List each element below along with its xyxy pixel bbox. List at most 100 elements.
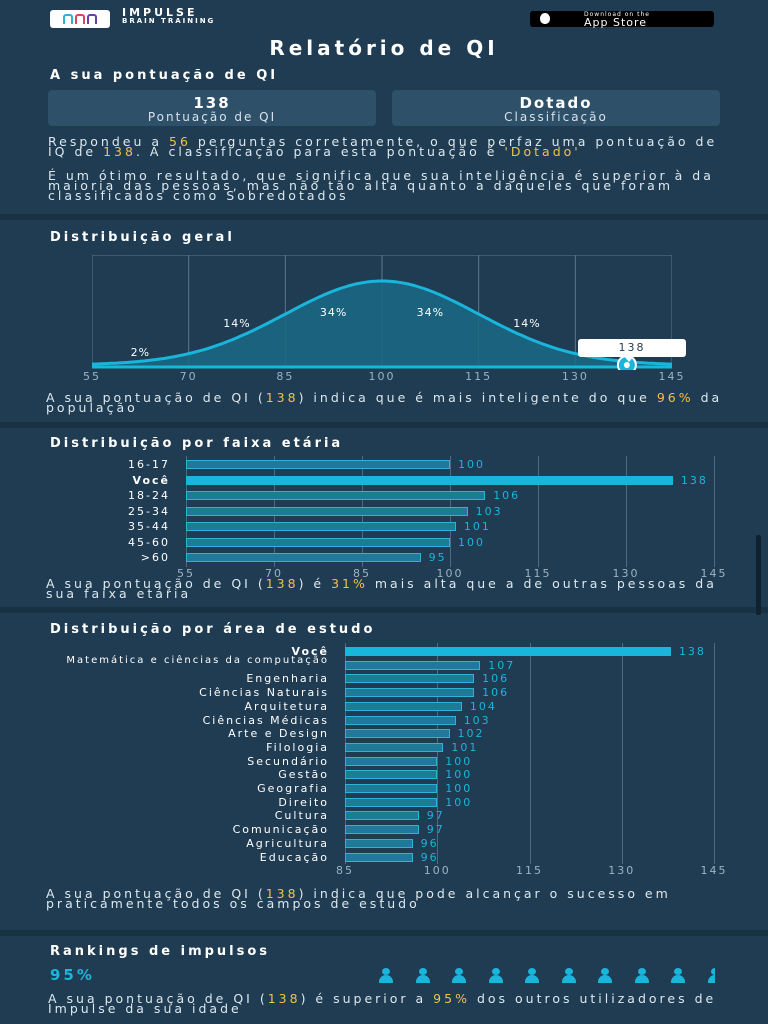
category-label: 16-17: [128, 458, 170, 471]
person-icon: [707, 968, 715, 984]
you-bar: [186, 475, 673, 485]
x-tick-label: 130: [561, 370, 589, 383]
text-part: dos outros utilizadores de Impulse da su…: [48, 991, 717, 1016]
page-title: Relatório de QI: [269, 36, 499, 60]
bar-value-label: 97: [426, 823, 445, 837]
category-label: Direito: [278, 795, 329, 809]
category-label: Ciências Naturais: [199, 686, 329, 700]
ranking-percent: 95%: [50, 966, 95, 984]
ranking-title: Rankings de impulsos: [50, 944, 271, 959]
category-bar: [345, 701, 462, 711]
scrollbar-thumb[interactable]: [756, 535, 761, 615]
bar-value-label: 101: [463, 520, 491, 533]
score-bubble: 138: [578, 339, 686, 362]
category-label: Gestão: [278, 768, 329, 782]
bar-value-label: 101: [451, 740, 479, 754]
bell-curve-line: [92, 279, 672, 366]
ranking-value: 95%: [433, 991, 470, 1006]
text-part: ) é: [298, 576, 332, 591]
category-label: Engenharia: [246, 672, 329, 686]
x-tick-label: 145: [700, 566, 728, 580]
percentile-value: 96%: [656, 390, 694, 405]
segment-percent-label: 2%: [130, 346, 151, 359]
category-bar: [345, 825, 419, 835]
app-header: IMPULSE BRAIN TRAINING Download on the A…: [0, 0, 768, 36]
you-bar: [345, 647, 671, 656]
field-summary: A sua pontuação de QI (138) indica que p…: [46, 886, 726, 911]
you-label: Você: [132, 473, 170, 487]
x-tick-label: 130: [612, 566, 640, 580]
bar-value-label: 100: [445, 795, 473, 809]
category-label: Agricultura: [246, 836, 329, 850]
text-part: . A classificação para esta pontuação é: [135, 144, 505, 159]
apple-icon: [540, 13, 550, 24]
text-part: mais alta que a de outras pessoas da sua…: [46, 576, 717, 601]
classification-value: Dotado: [519, 94, 593, 112]
classification-label: Classificação: [504, 110, 608, 124]
brand-name: IMPULSE BRAIN TRAINING: [122, 7, 216, 26]
category-label: Ciências Médicas: [202, 713, 329, 727]
segment-percent-label: 14%: [513, 317, 541, 330]
impulse-logo-icon[interactable]: [50, 10, 110, 28]
category-bar: [345, 729, 450, 739]
grid-line: [626, 456, 627, 567]
segment-percent-label: 34%: [416, 306, 445, 319]
section-divider: [0, 214, 768, 220]
person-icon: [670, 968, 686, 984]
category-bar: [186, 506, 468, 516]
category-bar: [345, 838, 413, 848]
x-tick-label: 115: [516, 864, 543, 878]
x-tick-label: 55: [83, 370, 101, 383]
x-tick-label: 70: [265, 566, 283, 580]
bar-value-label: 103: [475, 504, 503, 518]
x-tick-label: 70: [179, 370, 198, 383]
brand-subtitle: BRAIN TRAINING: [122, 17, 216, 25]
iq-value: 138: [103, 144, 136, 159]
classification-card: Dotado Classificação: [392, 90, 720, 126]
person-icon: [451, 968, 467, 984]
segment-percent-label: 14%: [223, 317, 251, 330]
x-tick-label: 85: [276, 370, 295, 383]
category-label: 25-34: [128, 504, 170, 518]
person-icon: [488, 968, 504, 984]
grid-line: [714, 456, 715, 567]
bar-value-label: 138: [680, 473, 708, 487]
x-tick-label: 100: [423, 864, 451, 878]
category-bar: [345, 811, 419, 821]
iq-value: 138: [265, 390, 299, 405]
category-bar: [345, 797, 438, 807]
bar-value-label: 104: [469, 699, 497, 713]
classification-highlight: 'Dotado': [504, 144, 581, 159]
general-summary: A sua pontuação de QI (138) indica que é…: [46, 390, 726, 414]
category-bar: [345, 852, 413, 862]
category-bar: [345, 770, 438, 780]
person-icon: [415, 968, 431, 984]
bar-value-label: 107: [488, 658, 516, 672]
category-label: 18-24: [128, 489, 170, 502]
grid-line: [345, 643, 346, 865]
bell-curve-chart: [92, 255, 672, 370]
grid-line: [621, 643, 623, 865]
category-bar: [186, 522, 456, 531]
section-divider: [0, 930, 768, 936]
iq-value: 138: [265, 576, 299, 591]
grid-line: [529, 643, 531, 865]
bar-value-label: 100: [445, 754, 473, 768]
category-bar: [186, 460, 450, 469]
text-part: Respondeu a: [48, 134, 169, 149]
section-divider: [0, 607, 768, 613]
text-part: A sua pontuação de QI (: [46, 390, 266, 405]
app-store-button[interactable]: Download on the App Store: [530, 11, 714, 29]
grid-line: [437, 643, 439, 865]
section-divider: [0, 422, 768, 428]
grid-line: [714, 643, 715, 865]
you-label: Você: [291, 645, 329, 658]
text-part: ) indica que pode alcançar o sucesso em …: [46, 886, 671, 911]
iq-value: 138: [267, 991, 301, 1006]
score-explanation: Respondeu a 56 perguntas corretamente, o…: [48, 134, 728, 159]
category-label: Arquitetura: [244, 699, 329, 713]
category-label: Cultura: [274, 809, 329, 823]
person-icon: [634, 968, 650, 984]
x-tick-label: 145: [658, 370, 686, 383]
general-distribution-title: Distribuição geral: [50, 230, 235, 245]
